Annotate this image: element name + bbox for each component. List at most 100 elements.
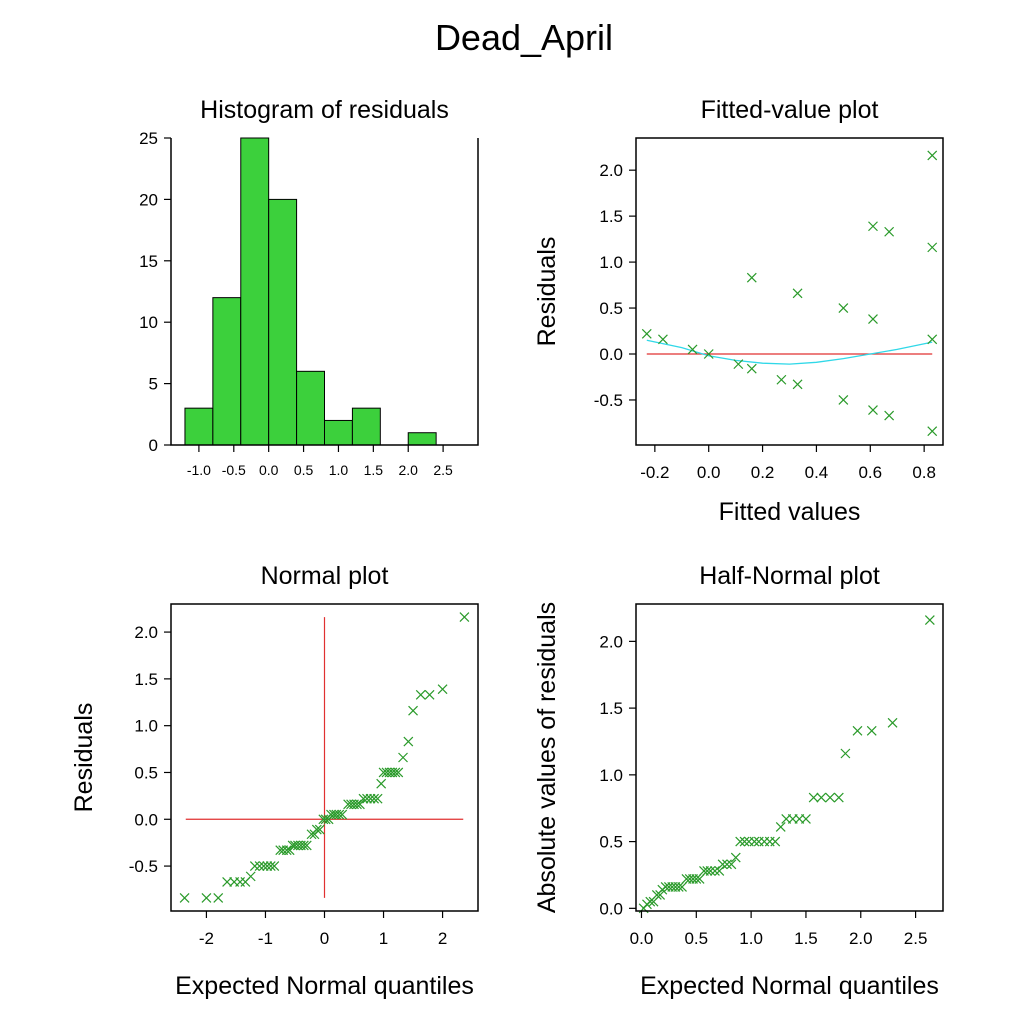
x-tick-label: 0.2 bbox=[751, 463, 775, 482]
data-point bbox=[825, 792, 835, 803]
data-point bbox=[362, 793, 372, 804]
x-tick-label: 0 bbox=[320, 929, 329, 948]
data-point bbox=[369, 793, 380, 804]
data-point bbox=[393, 767, 404, 778]
y-tick-label: 1.0 bbox=[134, 717, 158, 736]
x-tick-label: 1.5 bbox=[794, 929, 818, 948]
data-point bbox=[833, 792, 844, 803]
data-point bbox=[281, 845, 292, 856]
data-point bbox=[249, 861, 260, 871]
data-point bbox=[730, 852, 741, 863]
x-tick-label: 2.5 bbox=[904, 929, 928, 948]
data-point bbox=[301, 840, 312, 851]
x-tick-label: -0.5 bbox=[222, 462, 246, 478]
data-point bbox=[424, 689, 435, 700]
data-point bbox=[334, 809, 345, 820]
y-tick-label: 10 bbox=[139, 313, 158, 332]
data-point bbox=[801, 813, 811, 824]
x-axis-title: Fitted values bbox=[719, 498, 861, 526]
data-point bbox=[868, 314, 878, 324]
histogram-bar bbox=[212, 297, 242, 446]
data-point bbox=[694, 874, 705, 884]
x-tick-label: 0.0 bbox=[697, 463, 721, 482]
data-point bbox=[705, 866, 716, 876]
x-axis-title: Expected Normal quantiles bbox=[175, 972, 474, 1000]
data-point bbox=[739, 836, 750, 847]
y-tick-label: 1.5 bbox=[599, 207, 623, 226]
x-tick-label: 0.4 bbox=[805, 463, 829, 482]
data-point bbox=[365, 793, 376, 804]
data-point bbox=[927, 150, 938, 161]
data-point bbox=[337, 809, 348, 820]
x-tick-label: 2.5 bbox=[433, 462, 453, 478]
x-tick-label: 0.8 bbox=[912, 463, 936, 482]
data-point bbox=[655, 890, 666, 900]
data-point bbox=[245, 871, 256, 882]
y-tick-label: 0 bbox=[149, 436, 158, 455]
x-tick-label: -0.2 bbox=[640, 463, 669, 482]
data-point bbox=[262, 861, 273, 871]
y-tick-label: 0.5 bbox=[599, 833, 623, 852]
data-point bbox=[687, 344, 698, 355]
data-point bbox=[201, 892, 212, 903]
data-point bbox=[390, 767, 401, 778]
histogram-bar bbox=[324, 419, 353, 446]
y-tick-label: 1.0 bbox=[599, 253, 623, 272]
data-point bbox=[703, 349, 714, 359]
y-axis-title: Residuals bbox=[70, 703, 98, 813]
data-point bbox=[808, 792, 819, 803]
data-point bbox=[884, 410, 895, 421]
half-normal-panel: Half-Normal plot 0.0 0.5 1.0 1.5 2.0 2.5 0.0 0.5… bbox=[533, 562, 944, 1000]
data-point bbox=[866, 725, 877, 736]
data-point bbox=[314, 824, 325, 835]
panel-title: Half-Normal plot bbox=[699, 562, 880, 590]
data-point bbox=[852, 725, 863, 736]
x-tick-label: 0.0 bbox=[630, 929, 654, 948]
data-point bbox=[702, 866, 713, 876]
data-point bbox=[222, 877, 233, 887]
x-tick-label: 2.0 bbox=[398, 462, 418, 478]
data-point bbox=[298, 840, 309, 851]
panel-title: Normal plot bbox=[261, 562, 389, 590]
histogram-panel: Histogram of residuals -1.0 -0.5 0.0 0.5 1.0 1… bbox=[139, 96, 479, 478]
y-tick-label: 0.0 bbox=[599, 899, 623, 918]
y-tick-label: 25 bbox=[139, 129, 158, 148]
data-point bbox=[372, 793, 383, 804]
plot-frame bbox=[635, 603, 944, 912]
data-point bbox=[354, 799, 365, 810]
data-point bbox=[717, 859, 728, 870]
data-point bbox=[265, 861, 276, 871]
x-tick-label: -2 bbox=[199, 929, 214, 948]
y-axis-title: Residuals bbox=[533, 237, 561, 347]
page-title: Dead_April bbox=[435, 17, 613, 58]
histogram-bar bbox=[184, 407, 214, 446]
data-point bbox=[792, 288, 803, 299]
x-tick-label: 0.5 bbox=[294, 462, 314, 478]
data-point bbox=[838, 395, 849, 405]
data-point bbox=[376, 778, 387, 789]
data-point bbox=[398, 752, 408, 763]
x-axis-title: Expected Normal quantiles bbox=[640, 972, 939, 1000]
data-point bbox=[358, 793, 369, 804]
data-point bbox=[691, 874, 702, 884]
y-tick-label: 1.5 bbox=[599, 699, 623, 718]
data-point bbox=[714, 866, 725, 876]
y-axis-title: Absolute values of residuals bbox=[533, 602, 561, 913]
data-point bbox=[403, 736, 414, 747]
data-point bbox=[269, 861, 280, 871]
y-tick-label: 0.0 bbox=[134, 810, 158, 829]
data-point bbox=[746, 272, 757, 283]
data-point bbox=[258, 861, 269, 871]
data-point bbox=[776, 374, 787, 385]
data-point bbox=[746, 363, 757, 374]
data-point bbox=[459, 612, 470, 623]
data-point bbox=[735, 836, 746, 847]
x-tick-label: 0.0 bbox=[259, 462, 279, 478]
smoothed-trend-line bbox=[646, 339, 933, 365]
panel-title: Histogram of residuals bbox=[200, 96, 449, 124]
data-point bbox=[641, 328, 652, 339]
data-point bbox=[816, 792, 827, 803]
y-tick-label: 5 bbox=[149, 375, 158, 394]
data-point bbox=[311, 824, 322, 835]
